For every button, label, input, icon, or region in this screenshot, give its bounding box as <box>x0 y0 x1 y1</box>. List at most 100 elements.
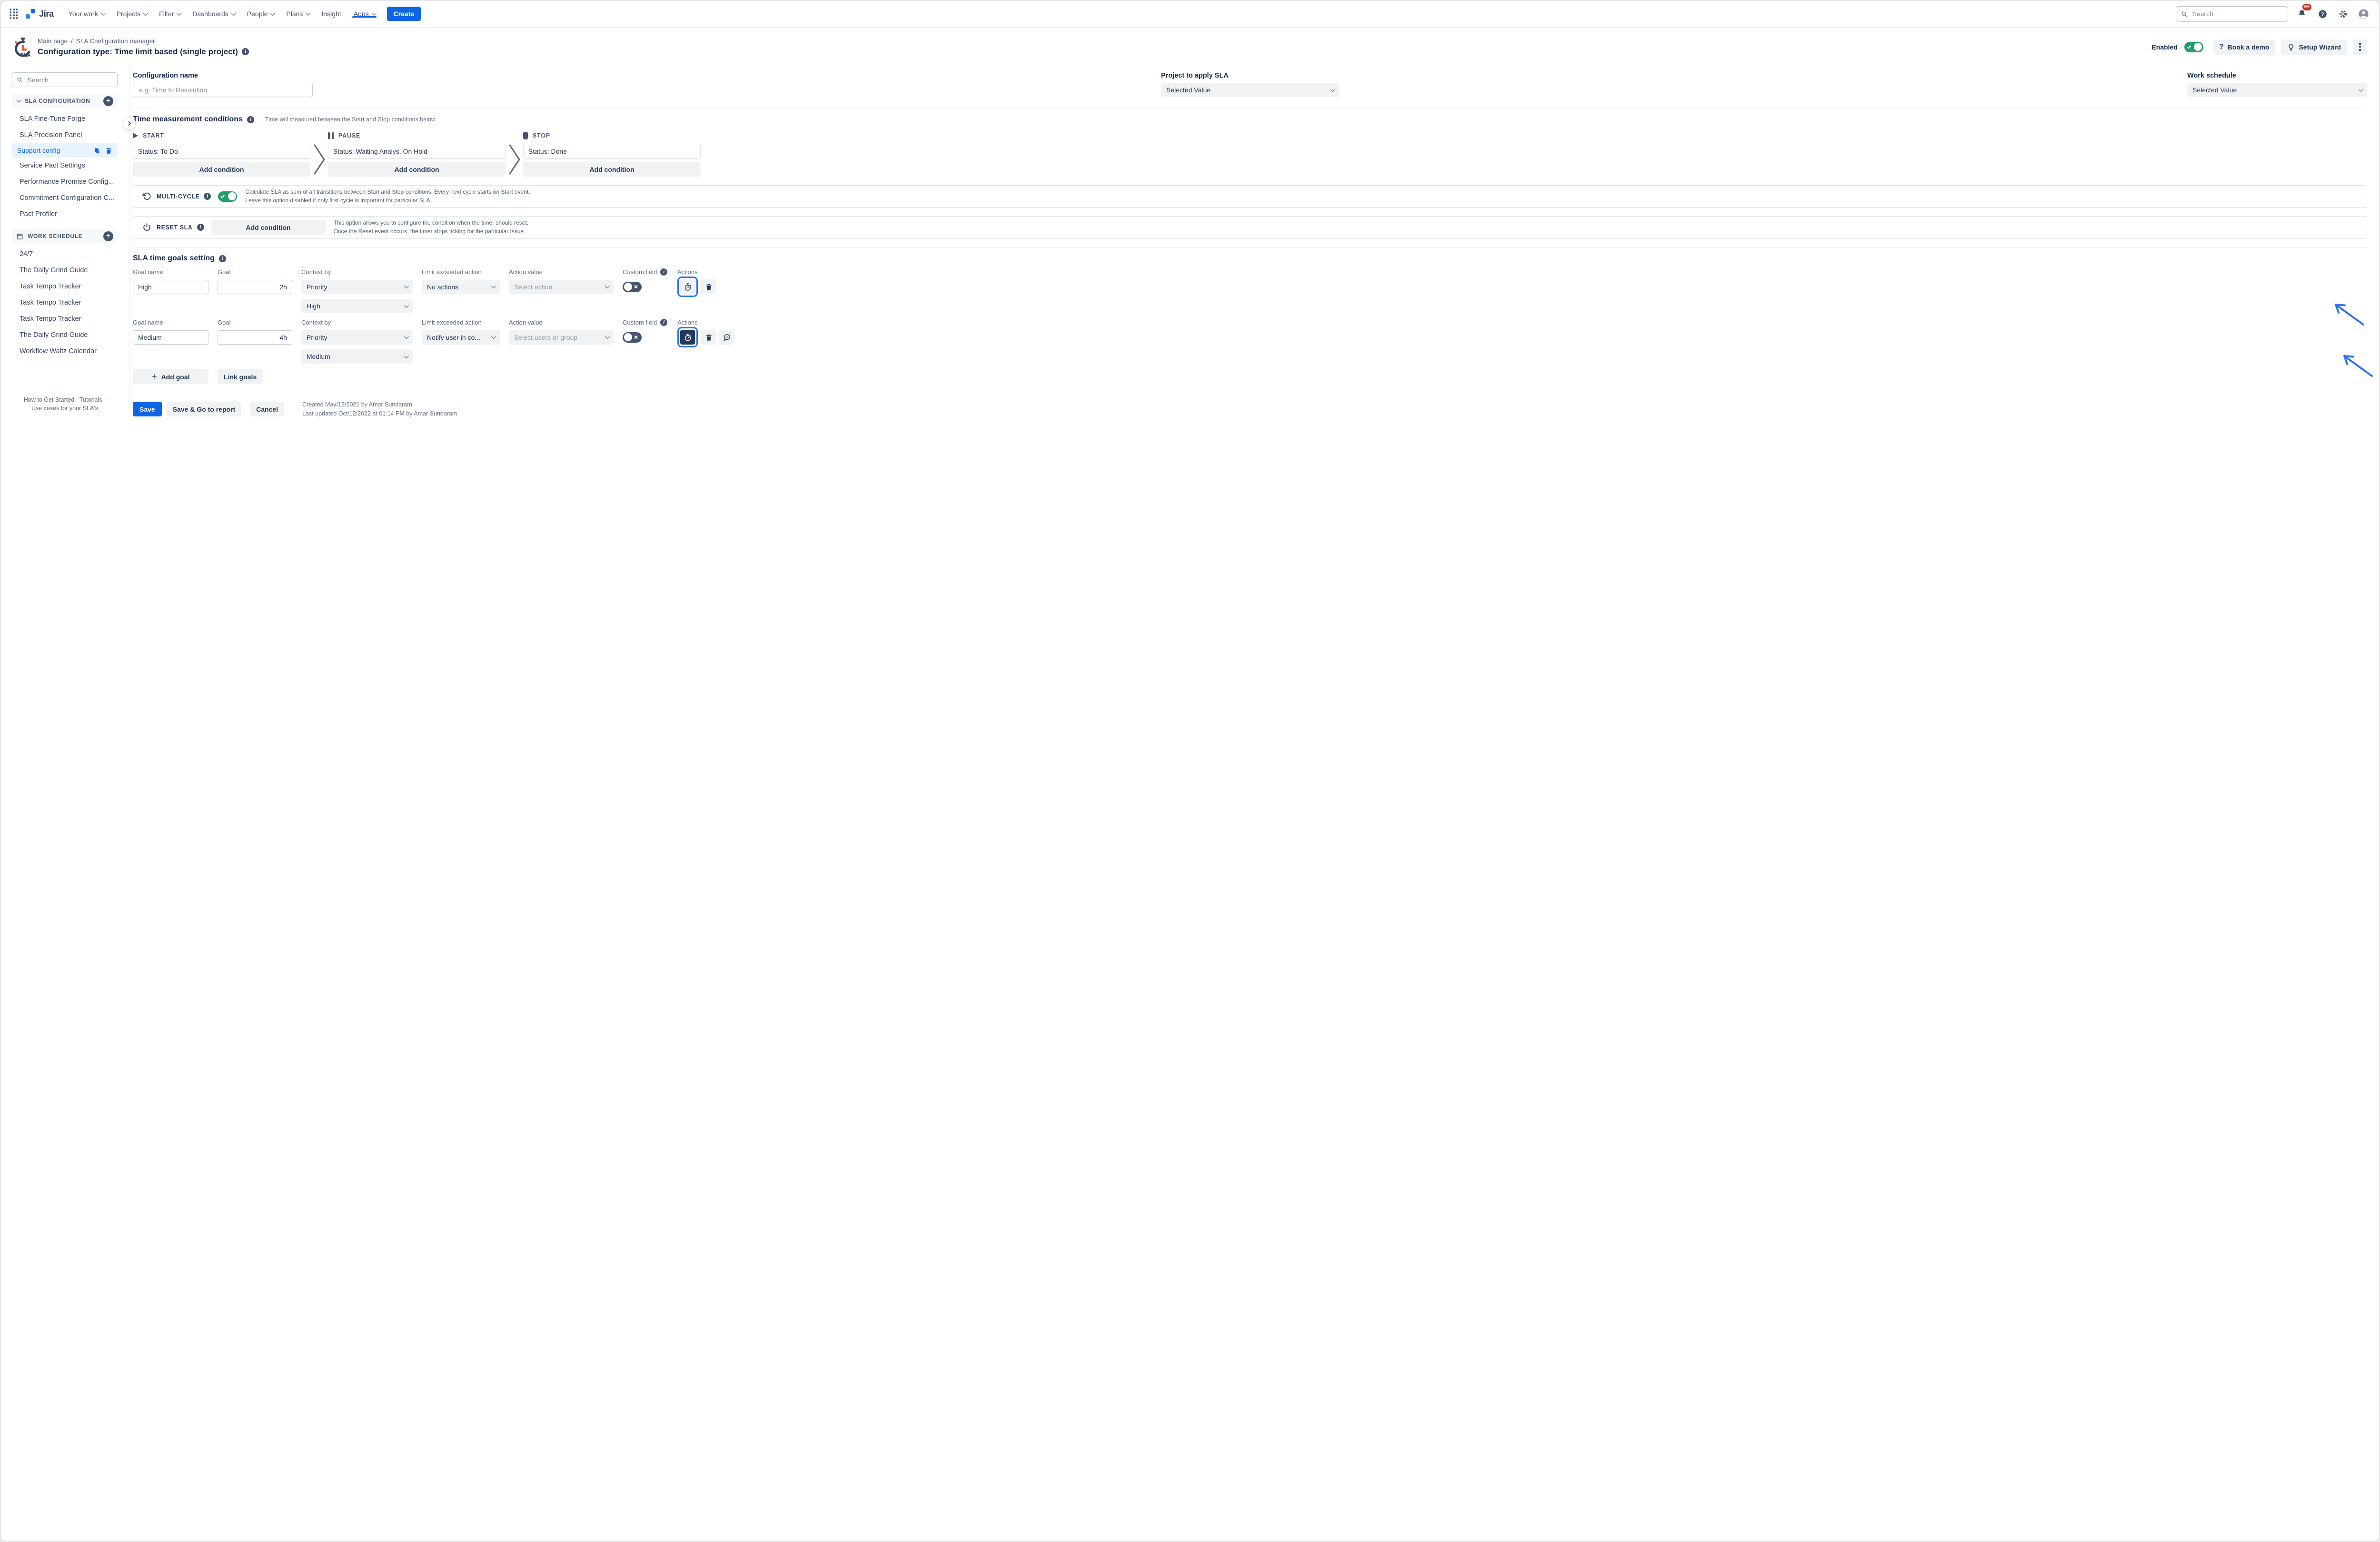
start-condition-field[interactable]: Status: To Do <box>133 144 310 158</box>
info-icon[interactable]: i <box>241 48 249 55</box>
sidebar-item-commitment-configuration[interactable]: Commitment Configuration C... <box>20 194 115 202</box>
cancel-button[interactable]: Cancel <box>250 402 285 417</box>
config-name-input[interactable] <box>138 86 307 94</box>
sidebar-item-performance-promise-config[interactable]: Performance Promise Config... <box>20 178 114 186</box>
start-label: START <box>143 132 164 139</box>
sidebar-item-daily-grind-guide[interactable]: The Daily Grind Guide <box>20 331 88 339</box>
link-goals-button[interactable]: Link goals <box>218 369 263 384</box>
sidebar-item-workflow-waltz-calendar[interactable]: Workflow Waltz Calendar <box>20 347 97 355</box>
breadcrumb-main-page[interactable]: Main page <box>38 37 68 45</box>
copy-icon[interactable] <box>93 147 100 154</box>
trash-icon[interactable] <box>105 147 112 154</box>
enabled-toggle[interactable] <box>2184 41 2203 52</box>
info-icon[interactable]: i <box>660 319 668 326</box>
sidebar-item-support-config[interactable]: Support config <box>12 143 118 158</box>
limit-action-select[interactable]: No actions <box>422 279 500 294</box>
jira-logo[interactable]: Jira <box>25 8 54 20</box>
stop-condition-field[interactable]: Status: Done <box>523 144 701 158</box>
delete-goal-button[interactable] <box>701 279 716 294</box>
sla-configuration-section-header[interactable]: SLA CONFIGURATION + <box>12 94 118 108</box>
info-icon[interactable]: i <box>660 268 668 276</box>
global-search[interactable] <box>2176 6 2288 22</box>
work-schedule-select[interactable]: Selected Value <box>2187 83 2367 97</box>
stopwatch-action-button-active[interactable] <box>680 330 695 345</box>
info-icon[interactable]: i <box>247 116 254 123</box>
sidebar-item-task-tempo-tracker[interactable]: Task Tempo Tracker <box>20 299 81 306</box>
sidebar-item-sla-precision-panel[interactable]: SLA Precision Panel <box>20 131 82 139</box>
multi-cycle-toggle[interactable] <box>218 191 238 202</box>
notifications-button[interactable]: 9+ <box>2295 3 2312 20</box>
start-add-condition-button[interactable]: Add condition <box>133 162 310 177</box>
app-switcher-icon[interactable] <box>10 9 18 19</box>
context-value-select[interactable]: Medium <box>301 349 413 364</box>
context-by-select[interactable]: Priority <box>301 279 413 294</box>
nav-apps[interactable]: Apps <box>348 10 380 18</box>
pause-add-condition-button[interactable]: Add condition <box>328 162 506 177</box>
setup-wizard-button[interactable]: Setup Wizard <box>2281 39 2347 55</box>
add-goal-button[interactable]: + Add goal <box>133 369 208 384</box>
add-work-schedule-button[interactable]: + <box>103 231 113 241</box>
goal-name-input[interactable]: High <box>133 279 208 294</box>
reset-add-condition-button[interactable]: Add condition <box>211 220 326 235</box>
context-value-select[interactable]: High <box>301 299 413 313</box>
work-schedule-section-header[interactable]: WORK SCHEDULE + <box>12 229 118 243</box>
sidebar-item-task-tempo-tracker[interactable]: Task Tempo Tracker <box>20 315 81 323</box>
project-select[interactable]: Selected Value <box>1161 83 1339 97</box>
sidebar-search-input[interactable] <box>26 75 113 84</box>
info-icon[interactable]: i <box>218 255 226 262</box>
reset-sla-panel: RESET SLA i Add condition This option al… <box>133 216 2367 238</box>
sidebar-search[interactable] <box>12 72 118 87</box>
info-icon[interactable]: i <box>204 193 211 200</box>
help-button[interactable]: ? <box>2316 7 2329 20</box>
help-icon: ? <box>2318 10 2327 18</box>
context-by-select[interactable]: Priority <box>301 330 413 345</box>
nav-filter[interactable]: Filter <box>154 10 185 18</box>
footer-links-line1[interactable]: How to Get Started · Tutorials · <box>23 396 106 403</box>
pause-icon <box>328 132 334 139</box>
nav-dashboards[interactable]: Dashboards <box>187 10 240 18</box>
pause-condition-field[interactable]: Status: Waiting Analys, On Hold <box>328 144 506 158</box>
limit-action-select[interactable]: Notify user in co... <box>422 330 500 345</box>
comment-action-button[interactable] <box>719 330 734 345</box>
custom-field-toggle[interactable] <box>623 332 642 343</box>
stop-add-condition-button[interactable]: Add condition <box>523 162 701 177</box>
nav-people[interactable]: People <box>242 10 279 18</box>
delete-goal-button[interactable] <box>701 330 716 345</box>
chevron-down-icon <box>404 353 409 358</box>
create-button[interactable]: Create <box>387 7 421 21</box>
save-button[interactable]: Save <box>133 402 162 417</box>
sidebar-item-pact-profiler[interactable]: Pact Profiler <box>20 210 57 218</box>
footer-links-line2[interactable]: Use cases for your SLA's <box>31 405 98 412</box>
info-icon[interactable]: i <box>197 224 204 231</box>
sidebar-item-24-7[interactable]: 24/7 <box>20 250 33 258</box>
book-demo-button[interactable]: ? Book a demo <box>2212 39 2276 55</box>
save-go-report-button[interactable]: Save & Go to report <box>166 402 242 417</box>
divider <box>133 247 2367 248</box>
more-options-button[interactable] <box>2353 39 2367 55</box>
nav-projects[interactable]: Projects <box>111 10 152 18</box>
profile-button[interactable] <box>2357 7 2370 20</box>
sidebar-item-task-tempo-tracker[interactable]: Task Tempo Tracker <box>20 283 81 290</box>
goal-name-input[interactable]: Medium <box>133 330 208 345</box>
nav-insight[interactable]: Insight <box>321 10 341 18</box>
project-label: Project to apply SLA <box>1161 72 1229 79</box>
add-sla-configuration-button[interactable]: + <box>103 96 113 106</box>
settings-button[interactable] <box>2336 7 2350 20</box>
nav-your-work[interactable]: Your work <box>63 10 109 18</box>
time-measurement-hint: Time will measured between the Start and… <box>265 116 436 123</box>
nav-plans[interactable]: Plans <box>281 10 314 18</box>
sidebar-item-daily-grind-guide[interactable]: The Daily Grind Guide <box>20 267 88 274</box>
custom-field-toggle[interactable] <box>623 281 642 292</box>
goal-value-input[interactable]: 2h <box>218 279 292 294</box>
sidebar-item-sla-fine-tune-forge[interactable]: SLA Fine-Tune Forge <box>20 115 86 123</box>
goal-value-input[interactable]: 4h <box>218 330 292 345</box>
breadcrumb-sla-config[interactable]: SLA Configuration manager <box>76 37 155 45</box>
lightbulb-icon <box>2289 43 2294 50</box>
sidebar-item-service-pact-settings[interactable]: Service Pact Settings <box>20 162 85 169</box>
action-value-select[interactable]: Select action <box>509 279 614 294</box>
stopwatch-action-button[interactable] <box>680 279 695 294</box>
action-value-select[interactable]: Select users or group <box>509 330 614 345</box>
chevron-down-icon <box>306 10 311 16</box>
global-search-input[interactable] <box>2191 10 2283 18</box>
sidebar-collapse-button[interactable] <box>123 117 136 130</box>
